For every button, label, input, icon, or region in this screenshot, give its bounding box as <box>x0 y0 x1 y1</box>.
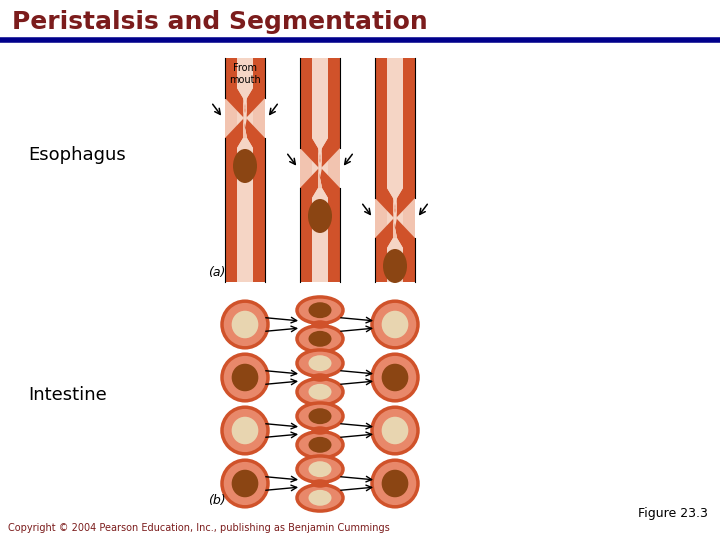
Bar <box>225 58 237 88</box>
Polygon shape <box>318 138 340 198</box>
Text: Intestine: Intestine <box>28 386 107 404</box>
Ellipse shape <box>297 297 343 323</box>
Text: From
mouth: From mouth <box>229 63 261 85</box>
Ellipse shape <box>383 249 407 283</box>
Ellipse shape <box>222 301 268 348</box>
Polygon shape <box>225 88 247 148</box>
Bar <box>300 58 312 138</box>
Ellipse shape <box>222 460 268 507</box>
Ellipse shape <box>308 355 331 371</box>
Ellipse shape <box>311 426 329 435</box>
Ellipse shape <box>382 310 408 338</box>
Text: Figure 23.3: Figure 23.3 <box>638 507 708 520</box>
Ellipse shape <box>297 456 343 482</box>
Ellipse shape <box>372 460 418 507</box>
Ellipse shape <box>372 407 418 454</box>
Ellipse shape <box>308 384 331 400</box>
Ellipse shape <box>232 417 258 444</box>
Ellipse shape <box>308 199 332 233</box>
Ellipse shape <box>382 364 408 392</box>
Bar <box>375 58 415 282</box>
Ellipse shape <box>308 408 331 424</box>
Polygon shape <box>387 188 403 248</box>
Bar <box>300 198 312 282</box>
Polygon shape <box>243 98 247 138</box>
Ellipse shape <box>382 417 408 444</box>
Ellipse shape <box>311 480 329 488</box>
Ellipse shape <box>297 484 343 511</box>
Text: Esophagus: Esophagus <box>28 146 126 164</box>
Ellipse shape <box>232 470 258 497</box>
Text: Copyright © 2004 Pearson Education, Inc., publishing as Benjamin Cummings: Copyright © 2004 Pearson Education, Inc.… <box>8 523 390 533</box>
Polygon shape <box>318 148 322 188</box>
Bar <box>300 58 340 282</box>
Bar <box>328 58 340 138</box>
Bar <box>387 58 403 282</box>
Bar <box>253 58 265 88</box>
Bar <box>253 148 265 282</box>
Text: (b): (b) <box>208 494 225 507</box>
Ellipse shape <box>232 364 258 392</box>
Bar <box>328 198 340 282</box>
Ellipse shape <box>297 431 343 458</box>
Ellipse shape <box>311 373 329 382</box>
Polygon shape <box>300 138 322 198</box>
Ellipse shape <box>222 354 268 401</box>
Polygon shape <box>393 198 397 238</box>
Bar <box>237 58 253 282</box>
Bar <box>403 248 415 282</box>
Ellipse shape <box>372 301 418 348</box>
Text: (a): (a) <box>208 266 225 279</box>
Polygon shape <box>312 138 328 198</box>
Ellipse shape <box>308 437 331 453</box>
Bar <box>225 148 237 282</box>
Text: Peristalsis and Segmentation: Peristalsis and Segmentation <box>12 10 428 34</box>
Ellipse shape <box>308 302 331 318</box>
Bar <box>375 58 387 188</box>
Ellipse shape <box>308 331 331 347</box>
Bar <box>375 248 387 282</box>
Polygon shape <box>393 188 415 248</box>
Ellipse shape <box>297 403 343 429</box>
Bar <box>403 58 415 188</box>
Polygon shape <box>237 88 253 148</box>
Bar <box>225 58 265 282</box>
Bar <box>312 58 328 282</box>
Ellipse shape <box>297 326 343 352</box>
Polygon shape <box>375 188 397 248</box>
Ellipse shape <box>308 461 331 477</box>
Ellipse shape <box>311 320 329 329</box>
Ellipse shape <box>372 354 418 401</box>
Ellipse shape <box>297 350 343 376</box>
Ellipse shape <box>232 310 258 338</box>
Ellipse shape <box>382 470 408 497</box>
Polygon shape <box>243 88 265 148</box>
Ellipse shape <box>222 407 268 454</box>
Ellipse shape <box>297 379 343 405</box>
Ellipse shape <box>308 490 331 506</box>
Ellipse shape <box>233 149 257 183</box>
